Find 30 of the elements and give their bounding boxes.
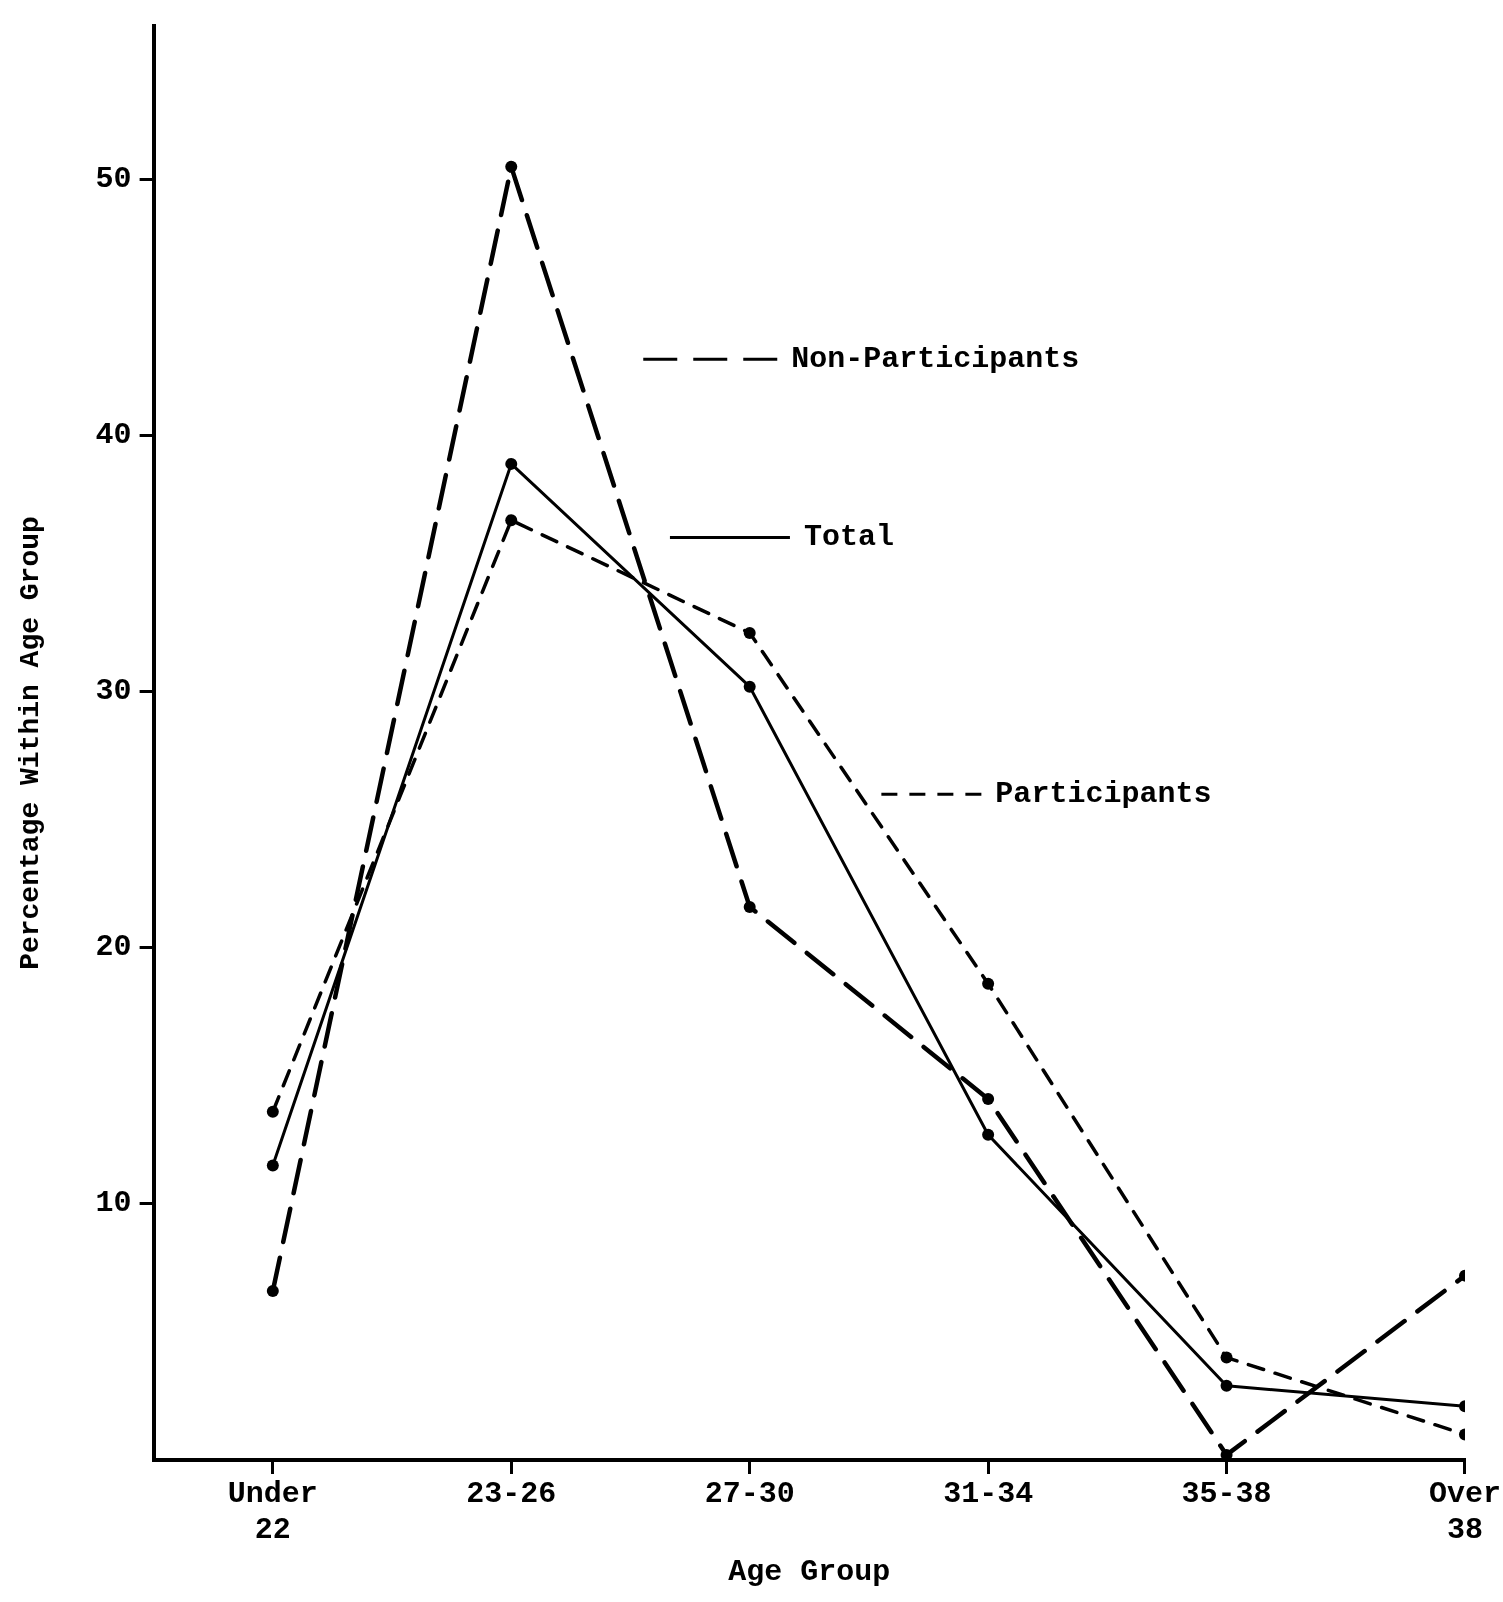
- point: [982, 1092, 995, 1105]
- point: [266, 1159, 279, 1172]
- x-tick-label: 35-38: [1181, 1476, 1272, 1511]
- y-tick-label: 10: [95, 1186, 132, 1221]
- point: [982, 977, 995, 990]
- point: [743, 626, 756, 639]
- point: [505, 457, 518, 470]
- point: [505, 514, 518, 527]
- y-tick-label: 40: [95, 418, 132, 453]
- legend-label: Non-Participants: [791, 341, 1080, 376]
- x-tick-label: 27-30: [704, 1476, 795, 1511]
- x-axis-title: Age Group: [728, 1554, 891, 1589]
- x-tick-label: Over 38: [1428, 1476, 1501, 1547]
- point: [982, 1128, 995, 1141]
- x-tick-label: 31-34: [943, 1476, 1034, 1511]
- y-axis-title: Percentage Within Age Group: [14, 516, 46, 970]
- point: [743, 900, 756, 913]
- y-tick-label: 30: [95, 674, 132, 709]
- point: [1220, 1379, 1233, 1392]
- legend-label: Total: [803, 519, 894, 554]
- y-tick-label: 50: [95, 162, 132, 197]
- y-tick-label: 20: [95, 930, 132, 965]
- x-tick-label: 23-26: [466, 1476, 557, 1511]
- point: [266, 1105, 279, 1118]
- point: [505, 160, 518, 173]
- legend-label: Participants: [995, 776, 1212, 811]
- x-tick-label: Under 22: [227, 1476, 318, 1547]
- point: [743, 680, 756, 693]
- point: [1220, 1351, 1233, 1364]
- point: [266, 1284, 279, 1297]
